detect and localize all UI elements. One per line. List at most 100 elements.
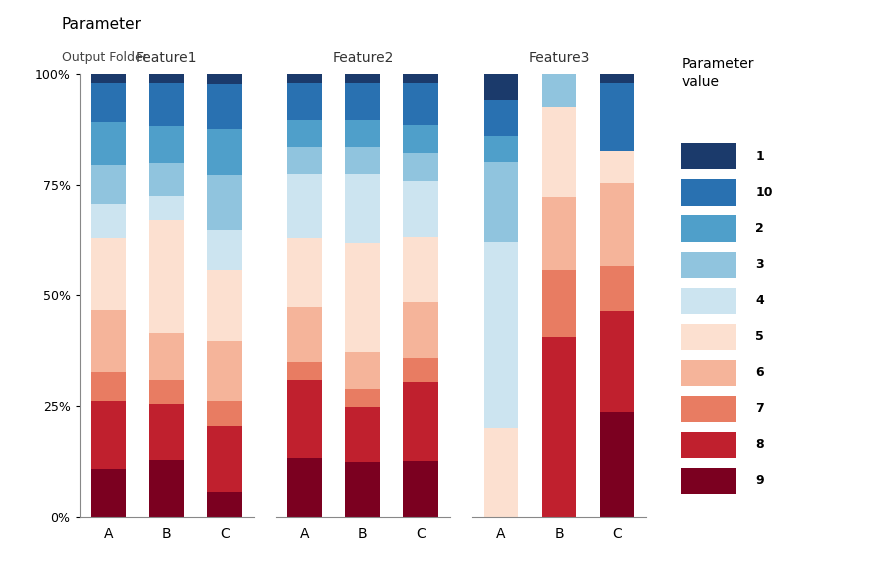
- Bar: [150, 380, 184, 404]
- Bar: [288, 174, 322, 238]
- Bar: [345, 74, 381, 83]
- Bar: [345, 243, 381, 353]
- Bar: [345, 389, 381, 407]
- Bar: [600, 74, 635, 83]
- FancyBboxPatch shape: [681, 360, 736, 386]
- FancyBboxPatch shape: [681, 324, 736, 350]
- Bar: [91, 402, 126, 469]
- Bar: [288, 74, 322, 83]
- FancyBboxPatch shape: [681, 287, 736, 314]
- Bar: [288, 119, 322, 147]
- Bar: [150, 126, 184, 164]
- Bar: [288, 83, 322, 119]
- Bar: [600, 152, 635, 183]
- Text: Feature2: Feature2: [332, 51, 394, 65]
- Bar: [91, 83, 126, 122]
- Bar: [91, 74, 126, 83]
- Bar: [483, 242, 519, 428]
- FancyBboxPatch shape: [681, 179, 736, 206]
- Bar: [207, 341, 242, 401]
- Bar: [404, 153, 438, 181]
- Text: 2: 2: [756, 222, 764, 235]
- Text: Feature1: Feature1: [136, 51, 197, 65]
- Text: 10: 10: [756, 186, 773, 199]
- Bar: [207, 84, 242, 129]
- Bar: [150, 460, 184, 517]
- Text: 4: 4: [756, 294, 764, 307]
- Bar: [404, 125, 438, 153]
- Text: 5: 5: [756, 330, 764, 343]
- FancyBboxPatch shape: [681, 215, 736, 241]
- Bar: [150, 164, 184, 197]
- Bar: [600, 311, 635, 412]
- Bar: [288, 307, 322, 362]
- Bar: [91, 204, 126, 237]
- Text: 8: 8: [756, 438, 764, 452]
- Text: 3: 3: [756, 258, 764, 271]
- Bar: [288, 457, 322, 517]
- Bar: [404, 74, 438, 83]
- Bar: [207, 401, 242, 426]
- Bar: [91, 165, 126, 204]
- Bar: [600, 83, 635, 152]
- Bar: [207, 129, 242, 174]
- Bar: [345, 462, 381, 517]
- Bar: [345, 83, 381, 119]
- Bar: [345, 174, 381, 243]
- Bar: [483, 136, 519, 162]
- Bar: [288, 147, 322, 174]
- FancyBboxPatch shape: [681, 396, 736, 422]
- Bar: [288, 380, 322, 457]
- Bar: [483, 162, 519, 242]
- Bar: [483, 428, 519, 517]
- Text: 7: 7: [756, 402, 764, 415]
- Bar: [207, 230, 242, 270]
- Bar: [404, 358, 438, 382]
- Bar: [207, 270, 242, 341]
- Bar: [542, 74, 576, 107]
- Bar: [404, 237, 438, 302]
- Bar: [150, 197, 184, 220]
- Bar: [91, 469, 126, 517]
- Bar: [91, 373, 126, 402]
- Bar: [483, 101, 519, 136]
- Bar: [404, 83, 438, 125]
- Text: 6: 6: [756, 366, 764, 379]
- Bar: [91, 310, 126, 373]
- Bar: [404, 181, 438, 237]
- Bar: [345, 119, 381, 147]
- Text: 9: 9: [756, 474, 764, 487]
- Bar: [345, 147, 381, 174]
- Bar: [600, 412, 635, 517]
- Bar: [207, 74, 242, 84]
- Bar: [542, 107, 576, 197]
- Bar: [207, 174, 242, 230]
- Text: Feature3: Feature3: [528, 51, 589, 65]
- Text: Parameter: Parameter: [62, 17, 142, 32]
- Bar: [600, 266, 635, 311]
- Bar: [404, 461, 438, 517]
- Bar: [91, 237, 126, 310]
- FancyBboxPatch shape: [681, 468, 736, 494]
- FancyBboxPatch shape: [681, 252, 736, 278]
- Bar: [150, 220, 184, 333]
- Bar: [150, 404, 184, 460]
- Bar: [288, 238, 322, 307]
- FancyBboxPatch shape: [681, 432, 736, 458]
- Bar: [288, 362, 322, 380]
- Bar: [600, 183, 635, 266]
- Bar: [542, 337, 576, 517]
- Bar: [404, 382, 438, 461]
- Bar: [207, 492, 242, 517]
- Text: Output Folder: Output Folder: [62, 51, 148, 64]
- Text: Parameter
value: Parameter value: [681, 57, 754, 89]
- Bar: [345, 407, 381, 462]
- Bar: [404, 302, 438, 358]
- Bar: [483, 74, 519, 101]
- Text: 1: 1: [756, 150, 764, 163]
- Bar: [91, 122, 126, 165]
- Bar: [150, 74, 184, 83]
- Bar: [150, 333, 184, 380]
- Bar: [542, 270, 576, 337]
- Bar: [207, 426, 242, 492]
